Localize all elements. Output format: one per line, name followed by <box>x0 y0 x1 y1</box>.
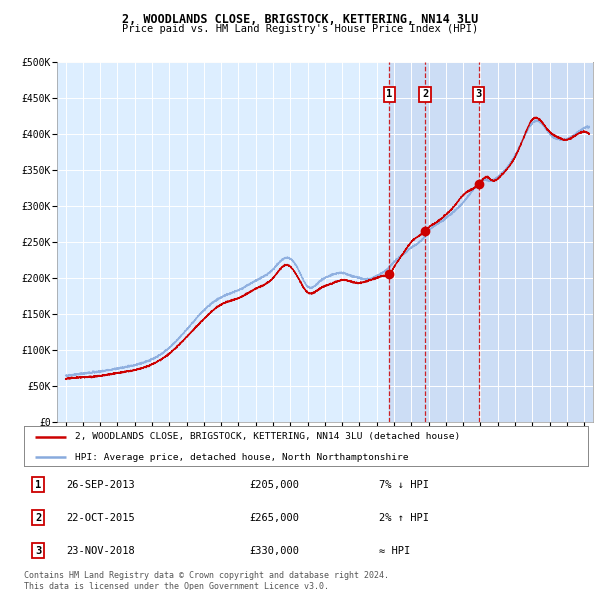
Text: 22-OCT-2015: 22-OCT-2015 <box>66 513 135 523</box>
Text: 2, WOODLANDS CLOSE, BRIGSTOCK, KETTERING, NN14 3LU: 2, WOODLANDS CLOSE, BRIGSTOCK, KETTERING… <box>122 13 478 26</box>
Text: 1: 1 <box>35 480 41 490</box>
Text: 23-NOV-2018: 23-NOV-2018 <box>66 546 135 556</box>
Text: £265,000: £265,000 <box>250 513 299 523</box>
Text: HPI: Average price, detached house, North Northamptonshire: HPI: Average price, detached house, Nort… <box>75 453 408 462</box>
Text: Contains HM Land Registry data © Crown copyright and database right 2024.
This d: Contains HM Land Registry data © Crown c… <box>24 571 389 590</box>
Text: 2, WOODLANDS CLOSE, BRIGSTOCK, KETTERING, NN14 3LU (detached house): 2, WOODLANDS CLOSE, BRIGSTOCK, KETTERING… <box>75 432 460 441</box>
Text: 2: 2 <box>35 513 41 523</box>
Text: 3: 3 <box>35 546 41 556</box>
Text: £205,000: £205,000 <box>250 480 299 490</box>
Text: 3: 3 <box>475 89 482 99</box>
Text: 7% ↓ HPI: 7% ↓ HPI <box>379 480 430 490</box>
Bar <box>389 62 593 422</box>
Text: 26-SEP-2013: 26-SEP-2013 <box>66 480 135 490</box>
Text: 2% ↑ HPI: 2% ↑ HPI <box>379 513 430 523</box>
Text: 2: 2 <box>422 89 428 99</box>
Text: £330,000: £330,000 <box>250 546 299 556</box>
Text: Price paid vs. HM Land Registry's House Price Index (HPI): Price paid vs. HM Land Registry's House … <box>122 24 478 34</box>
Text: 1: 1 <box>386 89 392 99</box>
Text: ≈ HPI: ≈ HPI <box>379 546 410 556</box>
